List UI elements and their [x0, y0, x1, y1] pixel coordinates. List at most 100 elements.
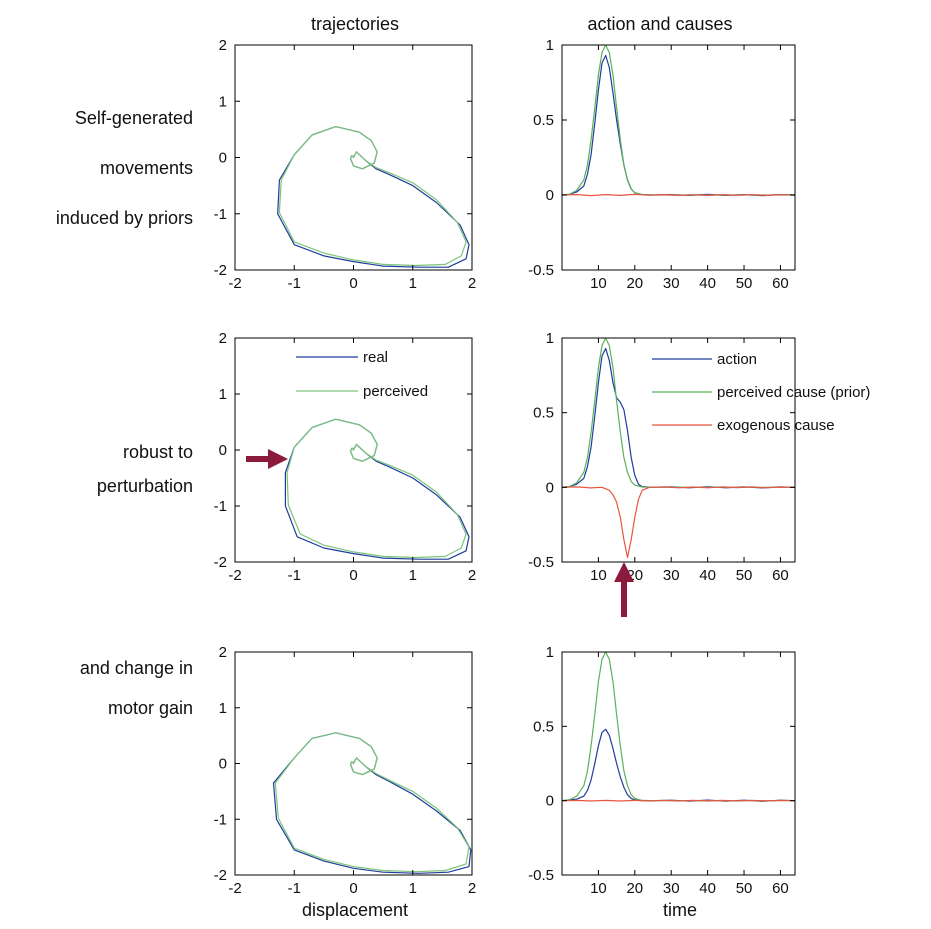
- y-tick-label: 1: [219, 386, 227, 403]
- series-perceived: [278, 125, 467, 267]
- y-tick-label: -0.5: [528, 554, 554, 571]
- y-tick-label: -1: [214, 206, 227, 223]
- y-tick-label: -0.5: [528, 867, 554, 884]
- column-title-causes: action and causes: [587, 14, 732, 34]
- x-tick-label: 10: [590, 880, 607, 897]
- y-tick-label: -2: [214, 554, 227, 571]
- trajectory-panel-row3: -2 -1 0 1 2 -2 -1 0 1 2: [214, 644, 477, 897]
- x-tick-label: 1: [409, 880, 417, 897]
- row1-label-line3: induced by priors: [56, 208, 193, 228]
- causes-panel-row1: 10 20 30 40 50 60 -0.5 0 0.5 1: [528, 37, 796, 292]
- series-perceived-cause-prior: [561, 337, 795, 488]
- x-tick-label: 2: [468, 880, 476, 897]
- x-tick-label: 0: [349, 275, 357, 292]
- row2-label-line2: perturbation: [97, 476, 193, 496]
- y-tick-label: -0.5: [528, 262, 554, 279]
- legend-exogenous-label: exogenous cause: [717, 417, 835, 434]
- y-tick-label: 2: [219, 330, 227, 347]
- y-tick-label: 0.5: [533, 405, 554, 422]
- series-exogenous-cause: [561, 486, 796, 559]
- legend-prior-label: perceived cause (prior): [717, 384, 870, 401]
- x-tick-label: -2: [228, 567, 241, 584]
- x-tick-label: 40: [699, 567, 716, 584]
- x-tick-label: 1: [409, 567, 417, 584]
- x-tick-label: 30: [663, 567, 680, 584]
- column-title-trajectories: trajectories: [311, 14, 399, 34]
- y-tick-label: -1: [214, 498, 227, 515]
- causes-panel-row2: 10 20 30 40 50 60-0.500.51: [528, 330, 796, 584]
- y-tick-label: 1: [546, 37, 554, 54]
- trajectory-panel-row2: -2 -1 0 1 2 -2 -1 0 1 2: [214, 330, 477, 584]
- x-tick-label: -1: [288, 567, 301, 584]
- y-tick-label: 2: [219, 37, 227, 54]
- perturbation-arrows: [246, 449, 634, 617]
- series-exogenous-cause: [561, 193, 796, 197]
- x-tick-label: 0: [349, 567, 357, 584]
- x-tick-label: 50: [736, 275, 753, 292]
- y-tick-label: -2: [214, 262, 227, 279]
- x-tick-label: 1: [409, 275, 417, 292]
- y-tick-label: 0: [546, 187, 554, 204]
- x-tick-label: -2: [228, 275, 241, 292]
- x-tick-label: 20: [626, 880, 643, 897]
- x-label-displacement: displacement: [302, 900, 408, 920]
- row3-label-line2: motor gain: [108, 698, 193, 718]
- x-tick-label: 0: [349, 880, 357, 897]
- causes-panel-row3: 10 20 30 40 50 60 -0.5 0 0.5 1: [528, 644, 796, 897]
- row3-label-line1: and change in: [80, 658, 193, 678]
- y-tick-label: -2: [214, 867, 227, 884]
- y-tick-label: 1: [219, 700, 227, 717]
- plot-frame: [561, 651, 796, 876]
- series-perceived: [286, 418, 467, 559]
- x-tick-label: -1: [288, 275, 301, 292]
- series-action: [561, 54, 796, 197]
- trajectory-panel-row1: -2 -1 0 1 2 -2 -1 0 1 2: [214, 37, 477, 292]
- x-tick-label: 10: [590, 567, 607, 584]
- y-tick-label: 0: [546, 793, 554, 810]
- y-tick-label: 0: [219, 756, 227, 773]
- row1-label-line2: movements: [100, 158, 193, 178]
- x-tick-label: -1: [288, 880, 301, 897]
- x-tick-label: 50: [736, 880, 753, 897]
- series-real: [284, 418, 470, 560]
- y-tick-label: 0: [219, 150, 227, 167]
- x-tick-label: 2: [468, 275, 476, 292]
- series-action: [561, 728, 796, 802]
- x-label-time: time: [663, 900, 697, 920]
- x-tick-label: 50: [736, 567, 753, 584]
- y-tick-label: 1: [546, 644, 554, 661]
- legend-causes: action perceived cause (prior) exogenous…: [652, 351, 870, 434]
- y-tick-label: 1: [546, 330, 554, 347]
- y-tick-label: 0: [219, 442, 227, 459]
- series-exogenous-cause: [561, 799, 796, 802]
- series-real: [272, 732, 472, 874]
- x-tick-label: 60: [772, 567, 789, 584]
- series-perceived-cause-prior: [561, 651, 795, 802]
- series-perceived: [274, 732, 470, 873]
- x-tick-label: 2: [468, 567, 476, 584]
- row1-label-line1: Self-generated: [75, 108, 193, 128]
- plot-frame: [561, 44, 796, 271]
- x-tick-label: 40: [699, 275, 716, 292]
- x-tick-label: 30: [663, 275, 680, 292]
- legend-perceived-label: perceived: [363, 383, 428, 400]
- y-tick-label: 0.5: [533, 718, 554, 735]
- legend-trajectories: real perceived: [296, 349, 428, 400]
- x-tick-label: 20: [626, 275, 643, 292]
- x-tick-label: -2: [228, 880, 241, 897]
- row2-label-line1: robust to: [123, 442, 193, 462]
- x-tick-label: 10: [590, 275, 607, 292]
- plot-frame: [561, 337, 796, 563]
- perturbation-arrow-up: [614, 562, 634, 617]
- legend-real-label: real: [363, 349, 388, 366]
- x-tick-label: 40: [699, 880, 716, 897]
- y-tick-label: 0: [546, 479, 554, 496]
- x-tick-label: 60: [772, 275, 789, 292]
- perturbation-arrow-left: [246, 449, 288, 469]
- y-tick-label: -1: [214, 811, 227, 828]
- legend-action-label: action: [717, 351, 757, 368]
- y-tick-label: 2: [219, 644, 227, 661]
- series-perceived-cause-prior: [561, 44, 795, 196]
- x-tick-label: 30: [663, 880, 680, 897]
